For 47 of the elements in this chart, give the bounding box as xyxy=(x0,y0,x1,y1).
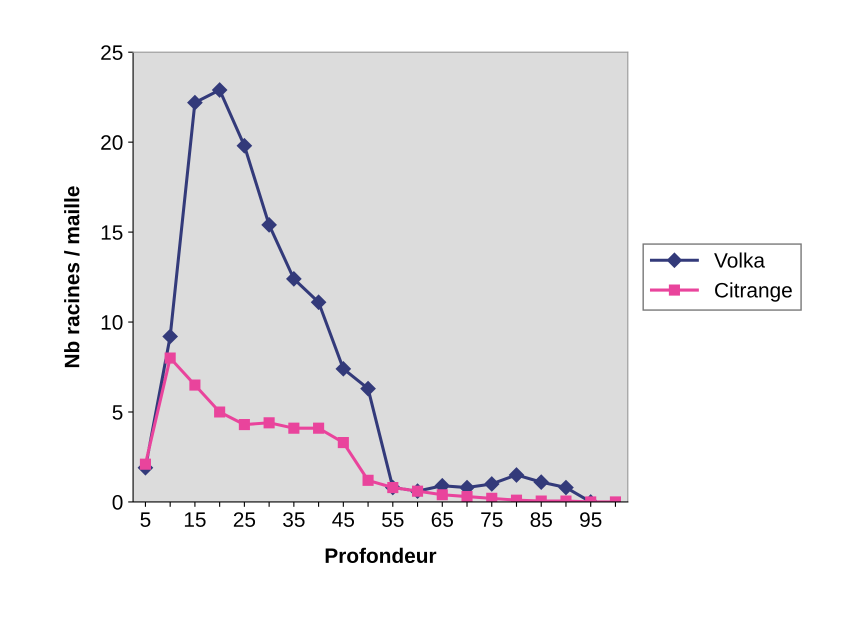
point xyxy=(336,361,351,376)
point xyxy=(262,217,277,232)
point xyxy=(534,474,549,490)
point xyxy=(486,492,498,502)
point xyxy=(508,467,524,483)
x-tick-label: 45 xyxy=(332,512,354,527)
point xyxy=(162,328,178,344)
point xyxy=(311,294,326,310)
point xyxy=(461,490,473,502)
x-tick-label: 15 xyxy=(184,512,206,527)
x-axis-title: Profondeur xyxy=(326,548,436,564)
point xyxy=(238,419,250,430)
x-tick-label: 55 xyxy=(382,512,404,527)
point xyxy=(288,422,300,434)
y-axis-title: Nb racines / maille xyxy=(64,186,80,368)
y-tick-label: 5 xyxy=(112,405,122,420)
x-tick-label: 65 xyxy=(432,512,453,527)
x-tick-label: 85 xyxy=(530,512,552,527)
point xyxy=(236,138,252,154)
y-tick-label: 10 xyxy=(102,315,123,330)
point xyxy=(436,489,448,500)
y-tick-label: 20 xyxy=(101,135,123,150)
point xyxy=(412,486,424,497)
point xyxy=(214,406,226,418)
y-tick-label: 15 xyxy=(102,225,122,240)
point xyxy=(362,474,374,486)
point xyxy=(338,437,349,448)
x-tick-label: 35 xyxy=(283,512,305,527)
legend-label: Volka xyxy=(714,252,765,268)
point xyxy=(313,422,324,434)
point xyxy=(286,271,302,286)
point xyxy=(212,82,228,98)
point xyxy=(264,417,275,428)
x-tick-label: 75 xyxy=(481,512,502,527)
point xyxy=(484,476,500,492)
x-tick-label: 5 xyxy=(140,512,150,527)
point xyxy=(558,480,574,496)
point xyxy=(164,352,176,364)
x-tick-label: 95 xyxy=(580,512,602,527)
point xyxy=(187,95,202,110)
legend-label: Citrange xyxy=(715,282,792,302)
point xyxy=(189,379,200,391)
y-tick-label: 25 xyxy=(101,45,122,60)
y-tick-label: 0 xyxy=(112,494,123,510)
point xyxy=(140,458,151,470)
point xyxy=(360,381,376,396)
x-tick-label: 25 xyxy=(234,512,256,527)
